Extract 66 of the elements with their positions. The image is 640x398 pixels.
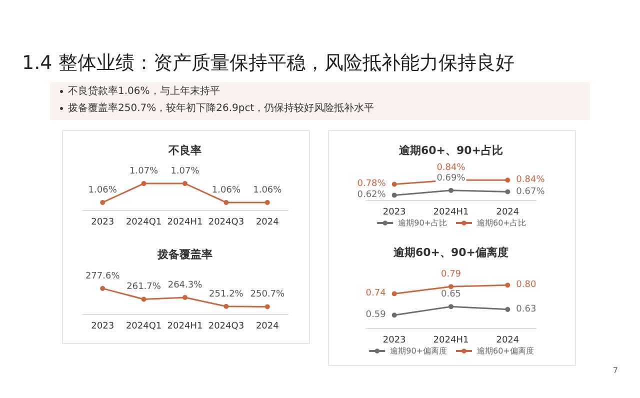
data-label: 1.07% [130,166,159,177]
legend-label: 逾期60+占比 [477,218,526,228]
data-label: 0.59 [366,310,386,320]
x-tick-label: 2024 [496,336,520,346]
point [448,284,454,290]
point [141,296,146,302]
point [505,282,510,288]
data-label: 261.7% [126,282,162,292]
point [392,182,397,187]
x-tick-label: 2024Q3 [208,218,244,228]
chart-title: 不良率 [168,144,202,157]
data-label: 0.79 [440,270,462,280]
point [448,304,454,310]
x-tick-label: 2023 [382,208,406,218]
chart-title: 逾期60+、90+偏离度 [392,246,509,259]
point [505,178,510,183]
point [392,192,397,198]
data-label: 1.07% [170,166,200,177]
legend-label: 逾期60+偏离度 [477,346,534,356]
point [182,294,188,300]
data-label: 250.7% [250,290,285,300]
data-label: 264.3% [168,280,203,290]
data-label: 0.80 [516,280,536,290]
data-label: 0.78% [357,179,386,190]
chart-title: 逾期60+、90+占比 [398,144,504,157]
data-label: 0.69% [436,173,466,184]
x-tick-label: 2024 [496,208,520,218]
point [100,286,106,291]
legend-label: 逾期90+占比 [398,218,448,228]
x-tick-label: 2023 [382,336,406,346]
data-label: 0.63 [516,304,536,314]
text: 7 [612,366,618,375]
data-label: 0.65 [440,290,462,300]
point [448,188,454,193]
x-tick-label: 2024 [256,218,280,228]
x-tick-label: 2024Q1 [126,218,162,228]
data-label: 0.67% [516,186,546,197]
data-label: 0.74 [366,288,386,299]
point [392,312,397,318]
data-label: 1.06% [88,185,118,196]
point [505,306,510,312]
point [505,189,510,194]
point [264,304,270,310]
data-label: 1.06% [253,185,282,196]
legend-label: 逾期90+偏离度 [390,346,448,356]
x-tick-label: 2024H1 [433,336,469,346]
point [392,291,397,296]
x-tick-label: 2023 [91,218,114,228]
data-label: 0.84% [516,175,546,186]
point [224,304,229,309]
x-tick-label: 2024 [256,322,280,332]
text: 1.4 整体业绩：资产质量保持平稳，风险抵补能力保持良好 [22,51,514,76]
x-tick-label: 2024Q1 [126,322,162,332]
text: 不良贷款率1.06%，与上年末持平 [68,84,220,98]
data-label: 251.2% [209,289,244,300]
x-tick-label: 2024H1 [167,322,203,332]
data-label: 0.62% [357,190,386,200]
text: 拨备覆盖率250.7%，较年初下降26.9pct，仍保持较好风险抵补水平 [68,102,374,115]
chart-title: 拨备覆盖率 [156,248,212,261]
data-label: 277.6% [85,271,120,282]
data-label: 1.06% [212,185,241,196]
x-tick-label: 2024Q3 [208,322,244,332]
x-tick-label: 2024H1 [433,208,469,218]
x-tick-label: 2023 [91,322,114,332]
data-label: 0.84% [436,163,466,174]
x-tick-label: 2024H1 [167,218,203,228]
